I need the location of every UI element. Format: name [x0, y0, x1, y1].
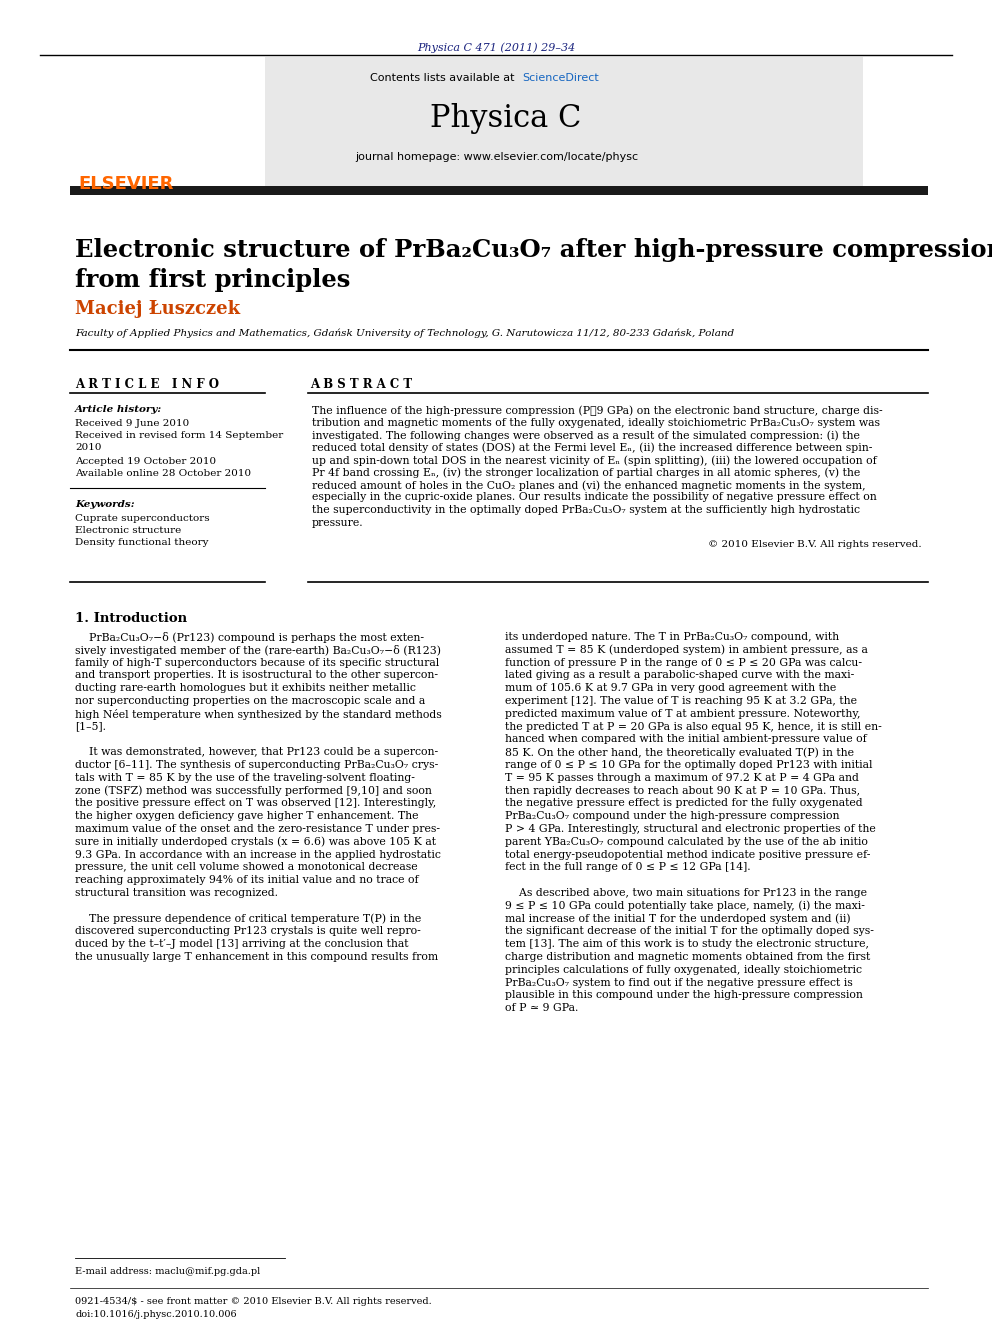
Text: high Néel temperature when synthesized by the standard methods: high Néel temperature when synthesized b… [75, 709, 441, 720]
Text: function of pressure P in the range of 0 ≤ P ≤ 20 GPa was calcu-: function of pressure P in the range of 0… [505, 658, 862, 668]
Text: 1. Introduction: 1. Introduction [75, 613, 187, 624]
Text: from first principles: from first principles [75, 269, 350, 292]
Text: ELSEVIER: ELSEVIER [78, 175, 174, 193]
Text: Cuprate superconductors: Cuprate superconductors [75, 515, 209, 523]
Text: Available online 28 October 2010: Available online 28 October 2010 [75, 468, 251, 478]
Text: Keywords:: Keywords: [75, 500, 135, 509]
Text: doi:10.1016/j.physc.2010.10.006: doi:10.1016/j.physc.2010.10.006 [75, 1310, 237, 1319]
Text: P > 4 GPa. Interestingly, structural and electronic properties of the: P > 4 GPa. Interestingly, structural and… [505, 824, 876, 833]
Text: pressure, the unit cell volume showed a monotonical decrease: pressure, the unit cell volume showed a … [75, 863, 418, 872]
Text: ScienceDirect: ScienceDirect [522, 73, 599, 83]
Text: and transport properties. It is isostructural to the other supercon-: and transport properties. It is isostruc… [75, 671, 438, 680]
Text: © 2010 Elsevier B.V. All rights reserved.: © 2010 Elsevier B.V. All rights reserved… [708, 540, 922, 549]
Text: Physica C: Physica C [430, 103, 581, 134]
Text: sure in initially underdoped crystals (x = 6.6) was above 105 K at: sure in initially underdoped crystals (x… [75, 837, 436, 847]
Text: E-mail address: maclu@mif.pg.gda.pl: E-mail address: maclu@mif.pg.gda.pl [75, 1267, 260, 1275]
Text: experiment [12]. The value of T⁣ is reaching 95 K at 3.2 GPa, the: experiment [12]. The value of T⁣ is reac… [505, 696, 857, 706]
Text: parent YBa₂Cu₃O₇ compound calculated by the use of the ab initio: parent YBa₂Cu₃O₇ compound calculated by … [505, 837, 868, 847]
Text: Density functional theory: Density functional theory [75, 538, 208, 546]
Text: Pr 4f band crossing Eₙ, (iv) the stronger localization of partial charges in all: Pr 4f band crossing Eₙ, (iv) the stronge… [312, 467, 860, 478]
Text: Maciej Łuszczek: Maciej Łuszczek [75, 300, 240, 318]
Text: As described above, two main situations for Pr123 in the range: As described above, two main situations … [505, 888, 867, 898]
Text: total energy-pseudopotential method indicate positive pressure ef-: total energy-pseudopotential method indi… [505, 849, 870, 860]
Text: charge distribution and magnetic moments obtained from the first: charge distribution and magnetic moments… [505, 953, 870, 962]
Text: tribution and magnetic moments of the fully oxygenated, ideally stoichiometric P: tribution and magnetic moments of the fu… [312, 418, 880, 427]
Text: discovered superconducting Pr123 crystals is quite well repro-: discovered superconducting Pr123 crystal… [75, 926, 421, 937]
Text: the higher oxygen deficiency gave higher T⁣ enhancement. The: the higher oxygen deficiency gave higher… [75, 811, 419, 822]
Text: nor superconducting properties on the macroscopic scale and a: nor superconducting properties on the ma… [75, 696, 426, 706]
Text: duced by the t–t′–J model [13] arriving at the conclusion that: duced by the t–t′–J model [13] arriving … [75, 939, 409, 949]
Text: the superconductivity in the optimally doped PrBa₂Cu₃O₇ system at the sufficient: the superconductivity in the optimally d… [312, 505, 860, 515]
Text: 85 K. On the other hand, the theoretically evaluated T⁣(P) in the: 85 K. On the other hand, the theoretical… [505, 747, 854, 758]
Text: ducting rare-earth homologues but it exhibits neither metallic: ducting rare-earth homologues but it exh… [75, 683, 416, 693]
Bar [70, 57, 265, 188]
Text: zone (TSFZ) method was successfully performed [9,10] and soon: zone (TSFZ) method was successfully perf… [75, 786, 432, 796]
Text: reduced total density of states (DOS) at the Fermi level Eₙ, (ii) the increased : reduced total density of states (DOS) at… [312, 442, 872, 452]
Bar [70, 57, 863, 188]
Text: 9 ≤ P ≤ 10 GPa could potentially take place, namely, (i) the maxi-: 9 ≤ P ≤ 10 GPa could potentially take pl… [505, 901, 865, 912]
Text: sively investigated member of the (rare-earth) Ba₂Cu₃O₇−δ (R123): sively investigated member of the (rare-… [75, 644, 441, 656]
Text: A R T I C L E   I N F O: A R T I C L E I N F O [75, 378, 219, 392]
Text: investigated. The following changes were observed as a result of the simulated c: investigated. The following changes were… [312, 430, 860, 441]
Text: the positive pressure effect on T⁣ was observed [12]. Interestingly,: the positive pressure effect on T⁣ was o… [75, 798, 436, 808]
Text: Received 9 June 2010: Received 9 June 2010 [75, 419, 189, 429]
Text: Article history:: Article history: [75, 405, 163, 414]
Text: PrBa₂Cu₃O₇−δ (Pr123) compound is perhaps the most exten-: PrBa₂Cu₃O₇−δ (Pr123) compound is perhaps… [75, 632, 424, 643]
Text: Electronic structure of PrBa₂Cu₃O₇ after high-pressure compression: Electronic structure of PrBa₂Cu₃O₇ after… [75, 238, 992, 262]
Text: especially in the cupric-oxide planes. Our results indicate the possibility of n: especially in the cupric-oxide planes. O… [312, 492, 877, 503]
Text: structural transition was recognized.: structural transition was recognized. [75, 888, 278, 898]
Text: the significant decrease of the initial T⁣ for the optimally doped sys-: the significant decrease of the initial … [505, 926, 874, 937]
Text: journal homepage: www.elsevier.com/locate/physc: journal homepage: www.elsevier.com/locat… [355, 152, 638, 161]
Text: family of high-T⁣ superconductors because of its specific structural: family of high-T⁣ superconductors becaus… [75, 658, 439, 668]
Text: A B S T R A C T: A B S T R A C T [310, 378, 412, 392]
Text: its underdoped nature. The T⁣ in PrBa₂Cu₃O₇ compound, with: its underdoped nature. The T⁣ in PrBa₂Cu… [505, 632, 839, 642]
Text: The influence of the high-pressure compression (P≅9 GPa) on the electronic band : The influence of the high-pressure compr… [312, 405, 883, 415]
Text: plausible in this compound under the high-pressure compression: plausible in this compound under the hig… [505, 991, 863, 1000]
Text: [1–5].: [1–5]. [75, 721, 106, 732]
Text: principles calculations of fully oxygenated, ideally stoichiometric: principles calculations of fully oxygena… [505, 964, 862, 975]
Text: 9.3 GPa. In accordance with an increase in the applied hydrostatic: 9.3 GPa. In accordance with an increase … [75, 849, 440, 860]
Text: tem [13]. The aim of this work is to study the electronic structure,: tem [13]. The aim of this work is to stu… [505, 939, 869, 949]
Text: fect in the full range of 0 ≤ P ≤ 12 GPa [14].: fect in the full range of 0 ≤ P ≤ 12 GPa… [505, 863, 751, 872]
Text: Electronic structure: Electronic structure [75, 527, 182, 534]
Text: predicted maximum value of T⁣ at ambient pressure. Noteworthy,: predicted maximum value of T⁣ at ambient… [505, 709, 860, 718]
Text: of P ≃ 9 GPa.: of P ≃ 9 GPa. [505, 1003, 578, 1013]
Bar [70, 187, 928, 194]
Text: the unusually large T⁣ enhancement in this compound results from: the unusually large T⁣ enhancement in th… [75, 953, 438, 962]
Text: mum of 105.6 K at 9.7 GPa in very good agreement with the: mum of 105.6 K at 9.7 GPa in very good a… [505, 683, 836, 693]
Text: PrBa₂Cu₃O₇ system to find out if the negative pressure effect is: PrBa₂Cu₃O₇ system to find out if the neg… [505, 978, 853, 987]
Text: 0921-4534/$ - see front matter © 2010 Elsevier B.V. All rights reserved.: 0921-4534/$ - see front matter © 2010 El… [75, 1297, 432, 1306]
Text: Received in revised form 14 September: Received in revised form 14 September [75, 431, 284, 441]
Text: lated giving as a result a parabolic-shaped curve with the maxi-: lated giving as a result a parabolic-sha… [505, 671, 854, 680]
Text: mal increase of the initial T⁣ for the underdoped system and (ii): mal increase of the initial T⁣ for the u… [505, 914, 850, 925]
Text: 2010: 2010 [75, 443, 101, 452]
Text: ductor [6–11]. The synthesis of superconducting PrBa₂Cu₃O₇ crys-: ductor [6–11]. The synthesis of supercon… [75, 759, 438, 770]
Text: PrBa₂Cu₃O₇ compound under the high-pressure compression: PrBa₂Cu₃O₇ compound under the high-press… [505, 811, 839, 822]
Text: the predicted T⁣ at P = 20 GPa is also equal 95 K, hence, it is still en-: the predicted T⁣ at P = 20 GPa is also e… [505, 721, 882, 732]
Text: hanced when compared with the initial ambient-pressure value of: hanced when compared with the initial am… [505, 734, 867, 745]
Text: tals with T⁣ = 85 K by the use of the traveling-solvent floating-: tals with T⁣ = 85 K by the use of the tr… [75, 773, 415, 783]
Text: T⁣ = 95 K passes through a maximum of 97.2 K at P = 4 GPa and: T⁣ = 95 K passes through a maximum of 97… [505, 773, 859, 783]
Text: the negative pressure effect is predicted for the fully oxygenated: the negative pressure effect is predicte… [505, 798, 863, 808]
Text: Accepted 19 October 2010: Accepted 19 October 2010 [75, 456, 216, 466]
Text: Contents lists available at: Contents lists available at [370, 73, 518, 83]
Text: Physica C 471 (2011) 29–34: Physica C 471 (2011) 29–34 [417, 42, 575, 53]
Text: pressure.: pressure. [312, 517, 364, 528]
Text: then rapidly decreases to reach about 90 K at P = 10 GPa. Thus,: then rapidly decreases to reach about 90… [505, 786, 860, 795]
Text: reaching approximately 94% of its initial value and no trace of: reaching approximately 94% of its initia… [75, 876, 419, 885]
Text: reduced amount of holes in the CuO₂ planes and (vi) the enhanced magnetic moment: reduced amount of holes in the CuO₂ plan… [312, 480, 866, 491]
Text: The pressure dependence of critical temperature T⁣(P) in the: The pressure dependence of critical temp… [75, 914, 422, 925]
Text: range of 0 ≤ P ≤ 10 GPa for the optimally doped Pr123 with initial: range of 0 ≤ P ≤ 10 GPa for the optimall… [505, 759, 873, 770]
Text: It was demonstrated, however, that Pr123 could be a supercon-: It was demonstrated, however, that Pr123… [75, 747, 438, 757]
Text: maximum value of the onset and the zero-resistance T⁣ under pres-: maximum value of the onset and the zero-… [75, 824, 440, 833]
Text: Faculty of Applied Physics and Mathematics, Gdańsk University of Technology, G. : Faculty of Applied Physics and Mathemati… [75, 328, 734, 337]
Text: up and spin-down total DOS in the nearest vicinity of Eₙ (spin splitting), (iii): up and spin-down total DOS in the neares… [312, 455, 877, 466]
Text: assumed T⁣ = 85 K (underdoped system) in ambient pressure, as a: assumed T⁣ = 85 K (underdoped system) in… [505, 644, 868, 655]
